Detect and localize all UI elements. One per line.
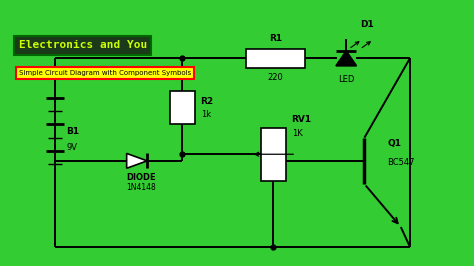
Text: R2: R2 [201,97,214,106]
Bar [261,128,286,181]
Text: 1N4148: 1N4148 [127,183,156,192]
Text: LED: LED [338,75,355,84]
Text: DIODE: DIODE [127,173,156,182]
Polygon shape [336,51,356,66]
Text: R1: R1 [269,35,282,44]
Text: 220: 220 [268,73,283,82]
Text: 1k: 1k [201,110,211,119]
Polygon shape [127,153,147,168]
Text: 9V: 9V [66,143,77,152]
Text: 1K: 1K [292,130,302,138]
Text: B1: B1 [66,127,80,136]
Text: Simple Circuit Diagram with Component Symbols: Simple Circuit Diagram with Component Sy… [18,70,191,76]
Text: D1: D1 [360,20,374,29]
Bar [170,92,195,124]
Text: Q1: Q1 [387,139,401,148]
Text: Electronics and You: Electronics and You [18,40,147,50]
Text: RV1: RV1 [292,115,312,124]
Text: BC547: BC547 [387,157,415,167]
Bar [246,49,305,68]
